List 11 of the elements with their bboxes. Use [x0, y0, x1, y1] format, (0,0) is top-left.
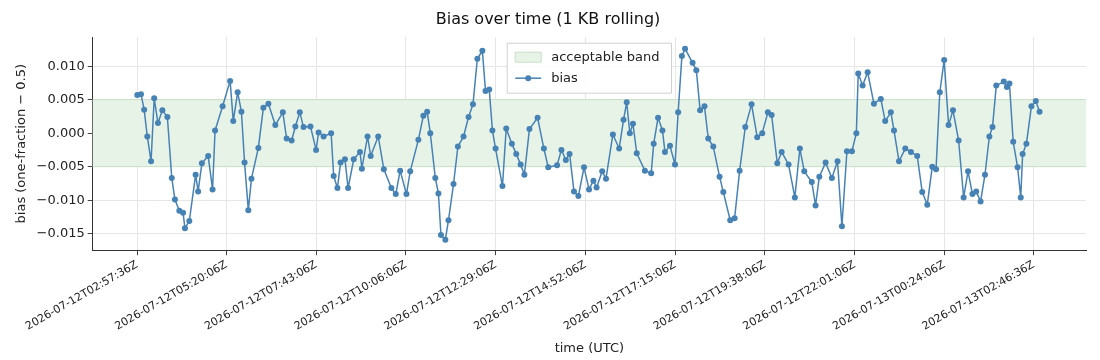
- y-tick-label: 0.005: [47, 91, 85, 107]
- legend-label: acceptable band: [551, 48, 660, 64]
- y-tick-label: 0.010: [47, 57, 85, 73]
- legend-label: bias: [551, 69, 579, 85]
- x-axis-title: time (UTC): [554, 339, 625, 355]
- y-tick-label: −0.015: [36, 225, 85, 240]
- y-tick-label: −0.010: [36, 191, 85, 207]
- y-tick-label: 0.000: [47, 124, 85, 140]
- y-tick-label: −0.005: [36, 158, 85, 174]
- chart-title: Bias over time (1 KB rolling): [435, 8, 661, 28]
- y-axis-title: bias (one-fraction − 0.5): [13, 63, 29, 224]
